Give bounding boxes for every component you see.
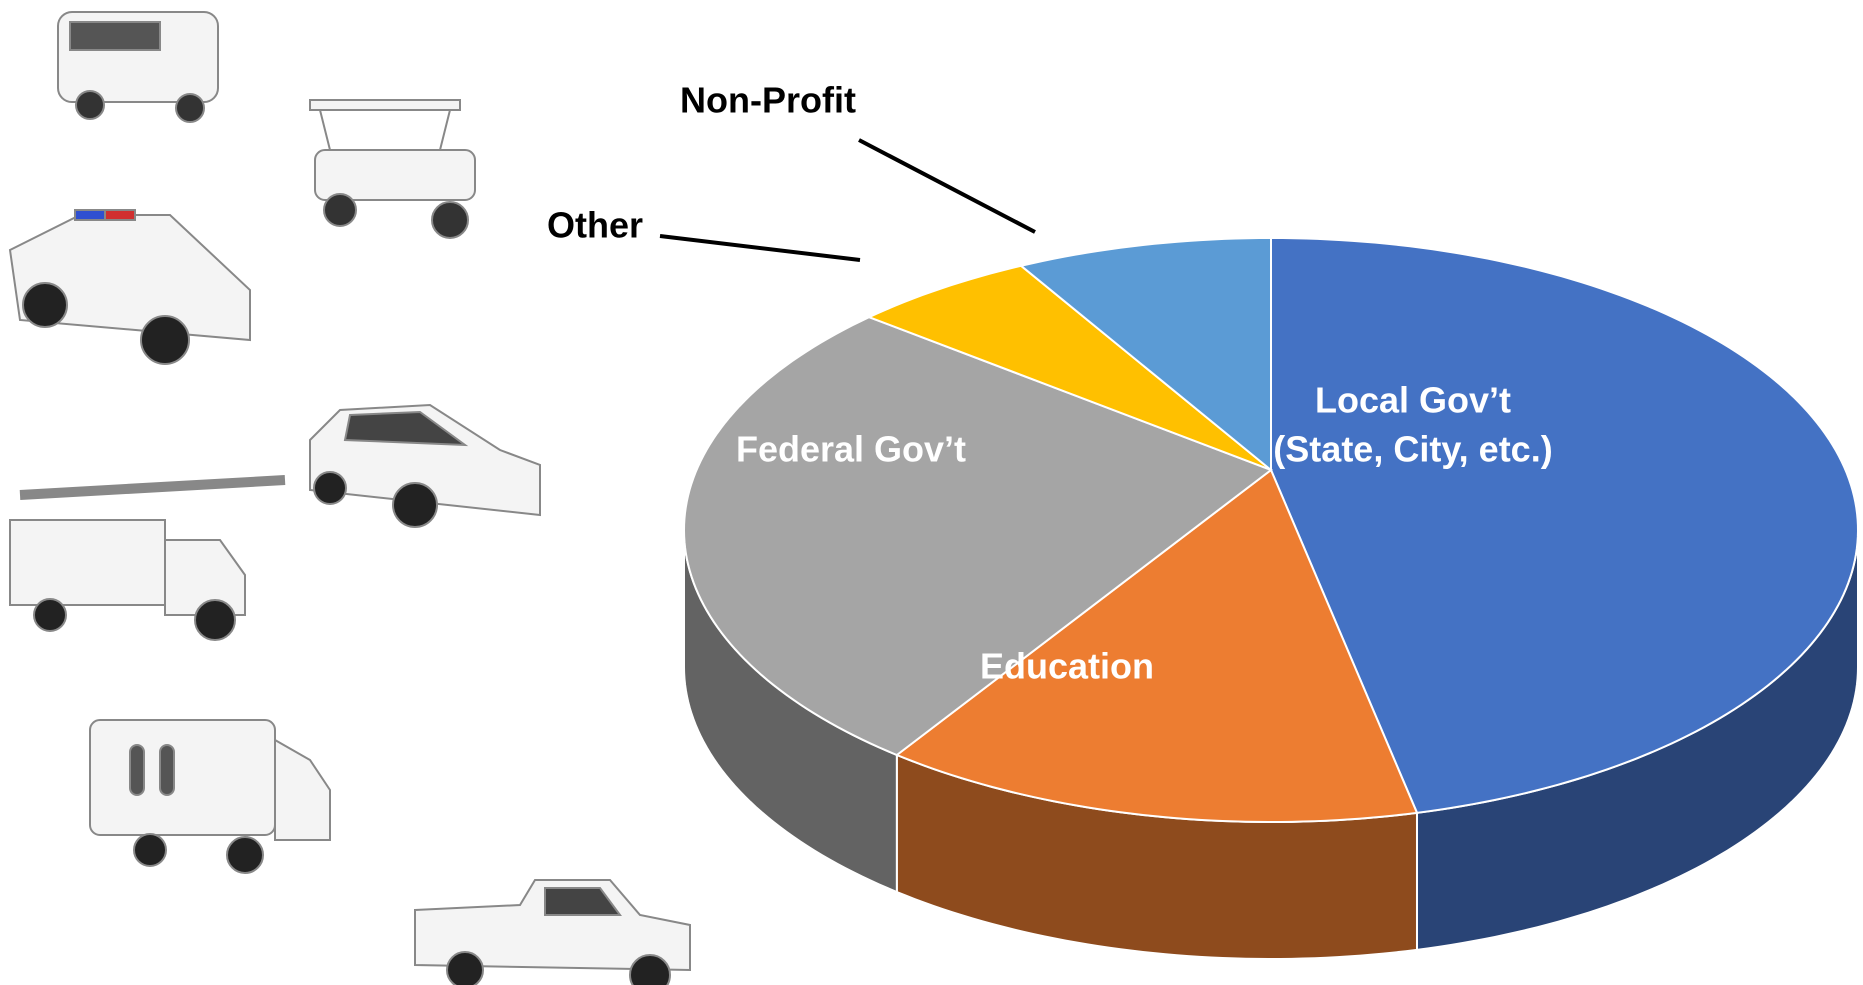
slice-label: Other — [546, 204, 644, 246]
utility-van — [89, 719, 331, 874]
leader-line — [659, 234, 861, 262]
police-car — [8, 209, 251, 365]
leader-line — [858, 138, 1036, 234]
slice-label: Education — [979, 645, 1155, 687]
sedan — [309, 403, 541, 528]
pie — [683, 236, 1860, 960]
slice — [1270, 236, 1860, 814]
golf-cart — [309, 99, 476, 239]
slice — [1018, 236, 1272, 473]
slice-label: Non-Profit — [680, 79, 856, 121]
pickup-truck — [414, 879, 691, 985]
slice — [894, 468, 1419, 823]
slice-label: Local Gov’t (State, City, etc.) — [1273, 379, 1553, 469]
slice — [866, 264, 1272, 471]
slice-label: Federal Gov’t — [735, 428, 967, 470]
vehicle-illustrations — [8, 11, 691, 985]
bucket-truck — [9, 475, 286, 641]
van — [57, 11, 219, 123]
slice — [683, 316, 1274, 757]
